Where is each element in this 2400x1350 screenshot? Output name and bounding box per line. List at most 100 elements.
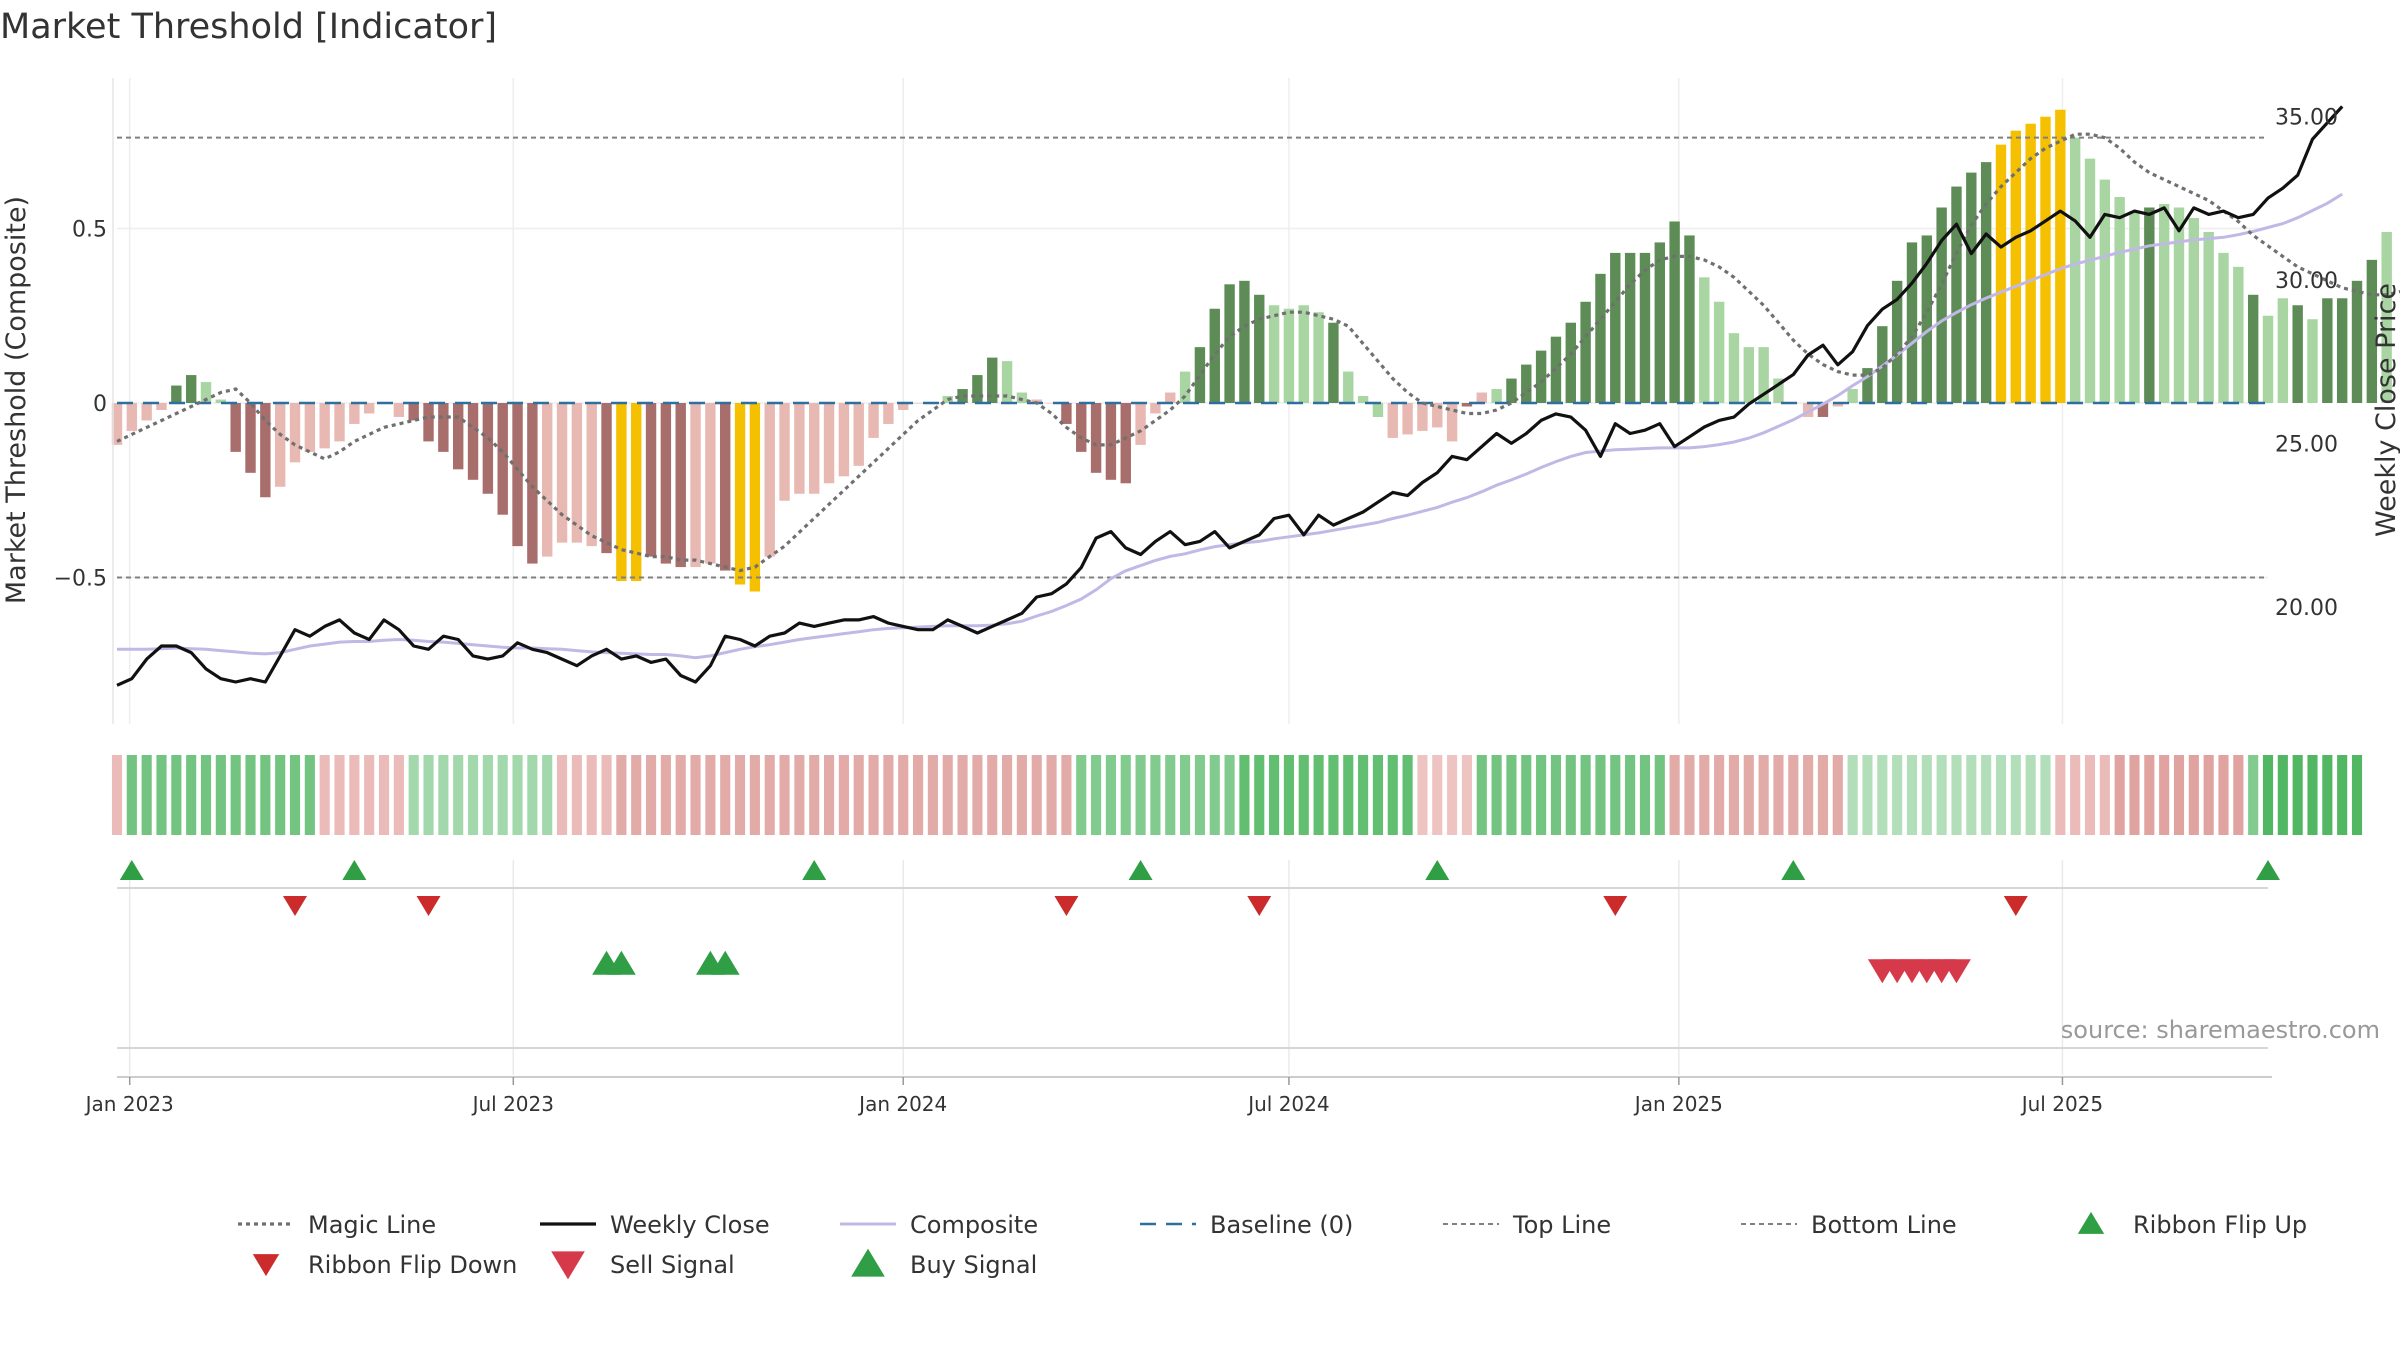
composite-bar — [1699, 277, 1710, 403]
ribbon-segment — [794, 755, 805, 835]
ribbon-segment — [972, 755, 983, 835]
composite-bar — [912, 403, 924, 404]
ribbon-segment — [809, 755, 820, 835]
composite-bar — [185, 375, 197, 403]
ribbon-segment — [1847, 755, 1858, 835]
composite-bar — [2129, 210, 2140, 403]
composite-bar — [2247, 294, 2259, 403]
ribbon-segment — [1002, 755, 1013, 835]
composite-bar — [1016, 392, 1028, 403]
ribbon-flip-down-marker — [283, 896, 308, 916]
ribbon-segment — [1639, 755, 1651, 835]
ribbon-segment — [1105, 755, 1116, 835]
legend-item-close: Weekly Close — [540, 1211, 770, 1239]
y-tick-label-right: 30.00 — [2275, 269, 2338, 294]
composite-bar — [363, 403, 375, 414]
buy-signal-marker — [606, 950, 636, 975]
legend-swatch-flipdown — [252, 1254, 280, 1277]
composite-bar — [1506, 378, 1517, 403]
legend-item-flipdown: Ribbon Flip Down — [252, 1251, 517, 1279]
ribbon-segment — [1180, 755, 1191, 835]
sell-signal-marker — [1942, 959, 1971, 984]
y-tick-label-right: 20.00 — [2275, 596, 2338, 621]
ribbon-segment — [1165, 755, 1176, 835]
y-axis-label-right: Weekly Close Price — [2371, 283, 2400, 537]
ribbon-segment — [690, 755, 701, 835]
ribbon-segment — [423, 755, 434, 835]
ribbon-segment — [1714, 755, 1725, 835]
composite-bar — [1832, 403, 1844, 407]
composite-bar — [957, 389, 968, 403]
composite-bar — [1654, 242, 1665, 403]
legend-label-close: Weekly Close — [610, 1211, 770, 1239]
composite-bar — [2188, 217, 2200, 403]
ribbon-segment — [2144, 755, 2155, 835]
composite-bar — [245, 403, 256, 473]
composite-bar — [675, 403, 686, 568]
ribbon-flip-down-marker — [1247, 896, 1272, 916]
ribbon-segment — [2188, 755, 2199, 835]
composite-bar — [1565, 322, 1576, 403]
ribbon-flip-down-marker — [1054, 896, 1079, 916]
ribbon-segment — [2307, 755, 2318, 835]
composite-bar — [2055, 109, 2066, 404]
ribbon-segment — [1372, 755, 1383, 835]
ribbon-segment — [898, 755, 909, 835]
composite-bar — [1224, 284, 1235, 403]
ribbon-segment — [1194, 755, 1205, 835]
ribbon-segment — [2262, 755, 2274, 835]
ribbon-segment — [868, 755, 879, 835]
ribbon-segment — [1728, 755, 1740, 835]
ribbon-segment — [1699, 755, 1710, 835]
series-lines — [116, 105, 2400, 687]
ribbon-segment — [141, 755, 152, 835]
legend-label-top: Top Line — [1512, 1211, 1611, 1239]
composite-bar — [1135, 403, 1146, 445]
legend-label-bottom: Bottom Line — [1811, 1211, 1957, 1239]
legend-swatch-buy — [851, 1248, 885, 1277]
ribbon-segment — [1298, 755, 1309, 835]
ribbon-segment — [1862, 755, 1873, 835]
composite-bar — [705, 403, 716, 564]
ribbon-segment — [957, 755, 968, 835]
composite-bar — [111, 403, 123, 445]
ribbon-segment — [319, 755, 330, 835]
x-tick-label: Jul 2023 — [471, 1092, 554, 1116]
ribbon-segment — [1239, 755, 1250, 835]
composite-bar — [1862, 368, 1873, 403]
composite-bar — [1209, 308, 1220, 403]
ribbon-flip-down-marker — [416, 896, 441, 916]
ribbon-segment — [1892, 755, 1903, 835]
ribbon-flip-up-marker — [119, 860, 144, 880]
ribbon-segment — [1743, 755, 1754, 835]
ribbon-segment — [1550, 755, 1562, 835]
composite-bar — [1980, 162, 1992, 403]
legend-label-flipdown: Ribbon Flip Down — [308, 1251, 517, 1279]
x-tick-label: Jan 2024 — [857, 1092, 947, 1116]
composite-bar — [1061, 403, 1072, 424]
composite-bar — [631, 403, 642, 582]
x-tick-label: Jan 2025 — [1633, 1092, 1723, 1116]
composite-bar — [2233, 266, 2244, 403]
composite-line — [117, 192, 2343, 660]
ribbon-segment — [1343, 755, 1354, 835]
composite-bar — [1432, 403, 1443, 428]
composite-bar — [1610, 252, 1621, 403]
ribbon-segment — [705, 755, 716, 835]
ribbon-segment — [779, 755, 790, 835]
ribbon-segment — [1150, 755, 1161, 835]
ribbon-segment — [571, 755, 582, 835]
ribbon-segment — [2218, 755, 2229, 835]
composite-bar — [779, 403, 790, 501]
ribbon-flip-up-marker — [1425, 860, 1450, 880]
composite-bar — [1194, 347, 1206, 403]
ribbon-segment — [1788, 755, 1799, 835]
composite-bar — [1120, 403, 1131, 484]
legend-label-buy: Buy Signal — [910, 1251, 1037, 1279]
legend-item-sell: Sell Signal — [551, 1251, 735, 1280]
composite-bar — [1535, 350, 1547, 403]
ribbon-segment — [1076, 755, 1087, 835]
composite-bar — [274, 403, 286, 487]
ribbon-segment — [1091, 755, 1102, 835]
